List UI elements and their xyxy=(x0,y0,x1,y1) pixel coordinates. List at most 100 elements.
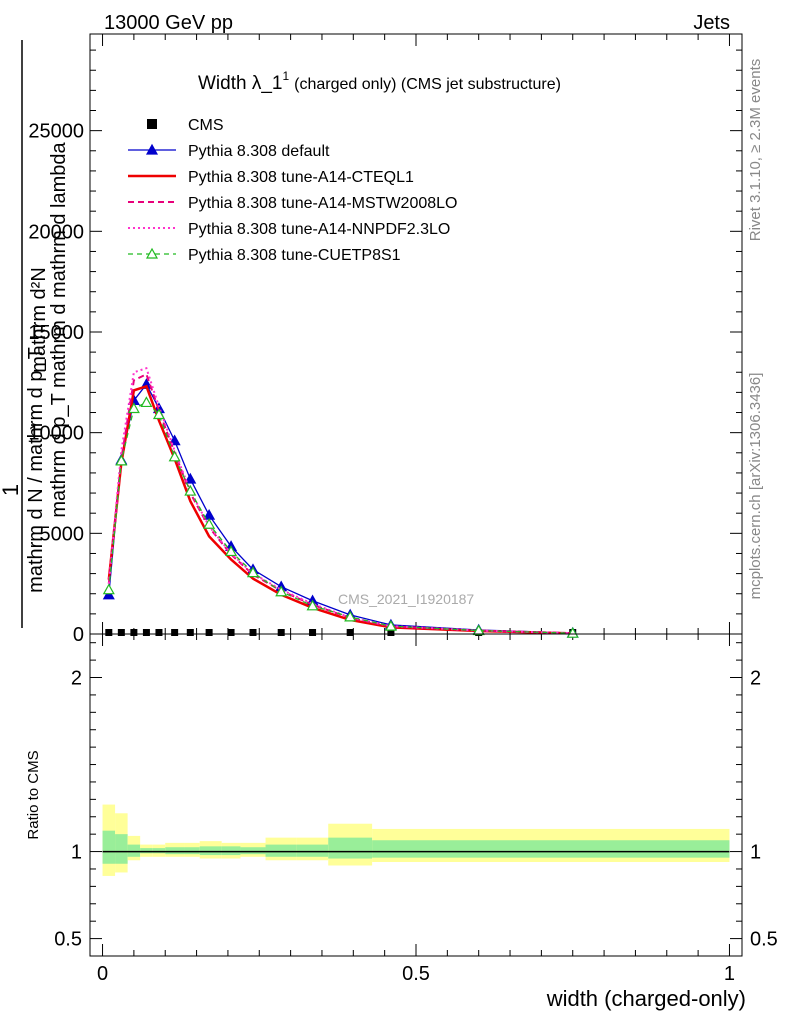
chart-title-superscript: 1 xyxy=(282,69,289,83)
cms-data-point xyxy=(142,629,150,636)
series-line-pythia-8-308-tune-cuetp8s1 xyxy=(108,401,573,634)
ratio-y-tick-label-right: 1 xyxy=(750,842,761,864)
y-tick-label: 20000 xyxy=(28,221,84,243)
legend-marker xyxy=(145,143,159,155)
ratio-y-tick-label: 2 xyxy=(71,668,82,690)
cms-data-point xyxy=(105,629,113,636)
legend-marker xyxy=(145,247,159,259)
series-marker xyxy=(184,472,197,484)
legend: CMS Pythia 8.308 default Pythia 8.308 tune… xyxy=(128,117,457,264)
chart-title-suffix: (charged only) (CMS jet substructure) xyxy=(294,76,561,93)
y-tick-label: 0 xyxy=(73,624,84,646)
legend-item-1: Pythia 8.308 default xyxy=(128,143,330,160)
ratio-y-tick-label-right: 2 xyxy=(750,668,761,690)
ratio-band-green xyxy=(165,847,185,855)
ylabel-numerator: mathrm d²N xyxy=(28,267,50,373)
cms-data-point xyxy=(249,629,257,636)
ratio-band-green xyxy=(296,844,329,857)
series-marker xyxy=(115,454,128,466)
chart-title: Width λ_11 (charged only) (CMS jet substr… xyxy=(198,69,561,94)
series-marker xyxy=(246,566,260,578)
x-tick-label: 1 xyxy=(724,963,735,985)
series-marker xyxy=(225,545,238,557)
main-panel: 0 5000 10000 15000 20000 25000 xyxy=(28,33,743,956)
cms-data-point xyxy=(155,629,163,636)
cms-data-point xyxy=(387,629,395,636)
ratio-band-green xyxy=(265,844,297,857)
ratio-band-green xyxy=(140,848,153,854)
legend-item-2: Pythia 8.308 tune-A14-CTEQL1 xyxy=(128,169,414,186)
series-marker xyxy=(152,408,165,420)
ratio-band-green xyxy=(328,837,373,859)
ratio-y-tick-label: 1 xyxy=(71,842,82,864)
analysis-watermark: CMS_2021_I1920187 xyxy=(338,591,474,607)
legend-label: CMS xyxy=(188,117,224,134)
series-marker xyxy=(203,518,216,529)
series-marker xyxy=(127,402,140,414)
y-tick-label: 10000 xyxy=(28,423,84,445)
cms-data-point xyxy=(186,629,194,636)
legend-label: Pythia 8.308 tune-A14-MSTW2008LO xyxy=(188,195,457,212)
header-left: 13000 GeV pp xyxy=(104,12,233,34)
ratio-y-tick-label: 0.5 xyxy=(54,929,82,951)
ylabel-normalisation: mathrm d N / mathrm d p_T xyxy=(25,347,47,593)
y-tick-label: 5000 xyxy=(40,523,85,545)
y-tick-label: 15000 xyxy=(28,322,84,344)
cms-data-point xyxy=(171,629,179,636)
cms-data-point xyxy=(205,629,213,636)
series-marker xyxy=(168,450,181,462)
ratio-band-green xyxy=(240,847,266,855)
series-line-pythia-8-308-tune-a14-mstw2008lo xyxy=(107,372,573,635)
cms-data-point xyxy=(130,629,138,636)
y-axis-label-main: mathrm d²N mathrm d p_T mathrm d mathrm … xyxy=(0,40,70,628)
rivet-label: Rivet 3.1.10, ≥ 2.3M events xyxy=(747,59,764,242)
legend-item-0: CMS xyxy=(147,117,224,134)
series-marker xyxy=(102,583,115,595)
series-marker xyxy=(184,484,197,496)
y-tick-label: 25000 xyxy=(28,121,84,143)
ratio-frame xyxy=(89,633,743,957)
ratio-panel: 0 0.5 1 0.5 0.5 1 1 2 2 xyxy=(54,633,778,985)
mcplots-label: mcplots.cern.ch [arXiv:1306.3436] xyxy=(747,373,764,600)
cms-data-point xyxy=(117,629,125,636)
legend-label: Pythia 8.308 tune-CUETP8S1 xyxy=(188,247,401,264)
series-marker xyxy=(275,585,288,597)
series-marker xyxy=(168,434,181,446)
series-marker xyxy=(344,610,357,622)
legend-item-3: Pythia 8.308 tune-A14-MSTW2008LO xyxy=(128,195,457,212)
ratio-band-green xyxy=(152,848,166,854)
ratio-band-green xyxy=(127,844,141,857)
cms-data-point xyxy=(346,629,354,636)
x-tick-label: 0.5 xyxy=(402,963,430,985)
legend-label: Pythia 8.308 default xyxy=(188,143,330,160)
series-marker xyxy=(140,396,153,408)
series-line-pythia-8-308-tune-a14-cteql1 xyxy=(107,384,573,635)
x-axis-label: width (charged-only) xyxy=(546,986,746,1011)
ratio-band-green xyxy=(372,840,730,858)
series-line-pythia-8-308-default xyxy=(108,383,573,634)
series-marker xyxy=(472,624,485,636)
ratio-band-green xyxy=(199,846,222,856)
ylabel-denominator: mathrm d p_T mathrm d mathrm d lambda xyxy=(48,141,70,517)
series-marker xyxy=(566,626,579,638)
legend-item-5: Pythia 8.308 tune-CUETP8S1 xyxy=(128,247,401,264)
legend-swatch xyxy=(147,119,157,129)
series-marker xyxy=(306,599,319,611)
ratio-band-green xyxy=(102,830,116,864)
x-tick-label: 0 xyxy=(97,963,108,985)
cms-data-point xyxy=(227,629,235,636)
legend-label: Pythia 8.308 tune-A14-CTEQL1 xyxy=(188,169,414,186)
ratio-band-green xyxy=(184,847,200,855)
ylabel-one: 1 xyxy=(0,484,23,496)
y-axis-label-ratio: Ratio to CMS xyxy=(25,750,42,839)
series-marker xyxy=(384,619,397,631)
cms-data-point xyxy=(309,629,317,636)
header-right: Jets xyxy=(693,12,730,34)
chart-title-main: Width λ_1 xyxy=(198,73,282,94)
cms-data-point xyxy=(277,629,285,636)
ratio-band-green xyxy=(115,834,128,864)
legend-label: Pythia 8.308 tune-A14-NNPDF2.3LO xyxy=(188,221,450,238)
ratio-band-green xyxy=(221,846,241,856)
ratio-y-tick-label-right: 0.5 xyxy=(750,929,778,951)
